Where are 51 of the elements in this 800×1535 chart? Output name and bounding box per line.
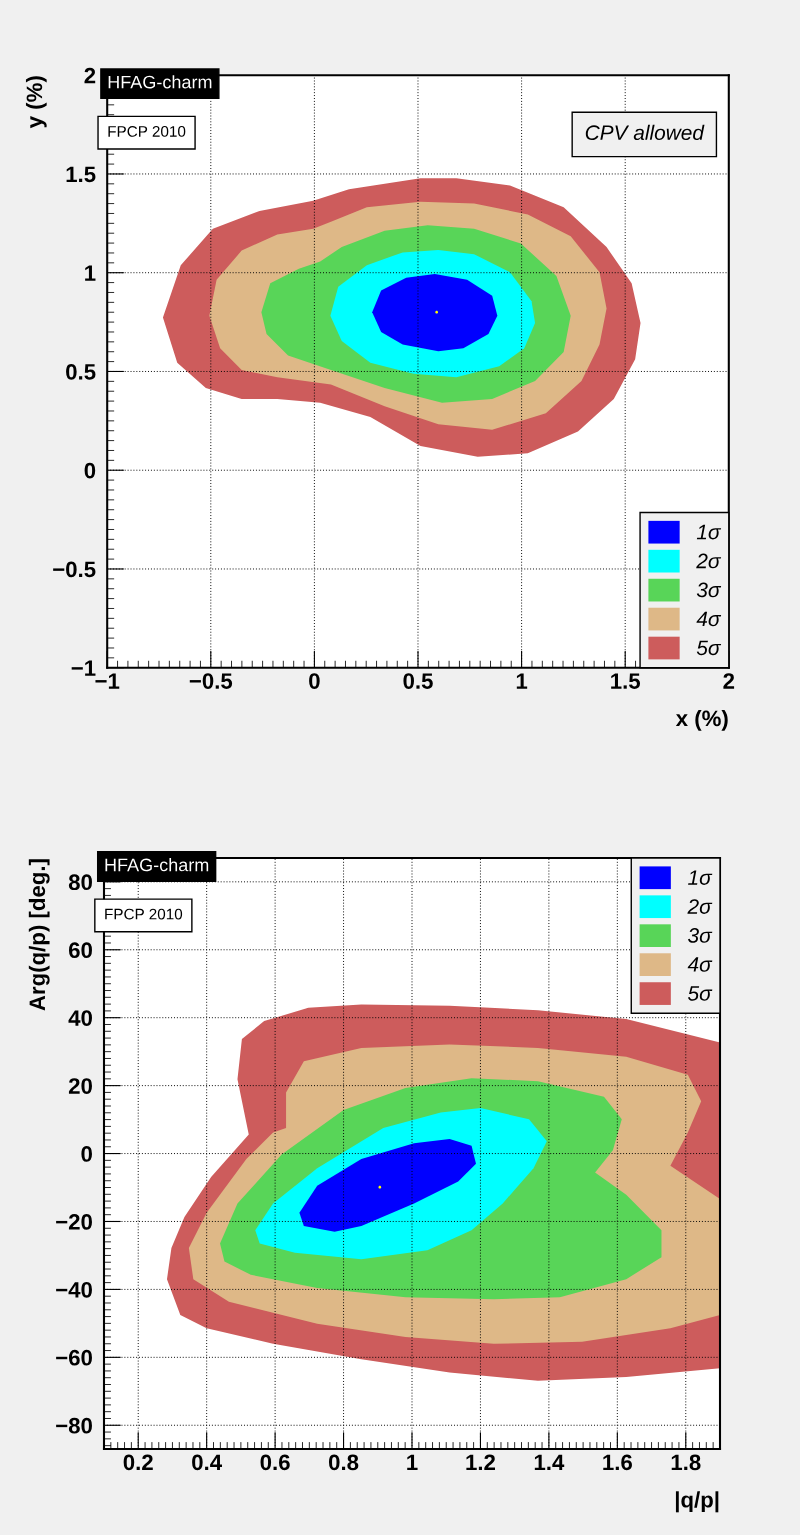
- x-tick-label: 0.6: [260, 1454, 290, 1471]
- annotation: HFAG-charm: [105, 858, 209, 872]
- x-axis-title: x (%): [675, 709, 728, 731]
- x-tick-label: −0.5: [189, 673, 233, 689]
- legend-label: 3σ: [696, 582, 722, 598]
- y-tick-label: 0.5: [66, 364, 96, 380]
- annotation: HFAG-charm: [108, 75, 212, 89]
- y-tick-label: 1: [85, 265, 96, 281]
- y-tick-label: 80: [68, 874, 92, 891]
- legend-label: 3σ: [688, 928, 713, 943]
- x-tick-label: 1.2: [466, 1454, 495, 1471]
- y-tick-label: 0: [81, 1146, 92, 1162]
- y-tick-label: −60: [56, 1349, 92, 1366]
- x-tick-label: −1: [95, 673, 120, 689]
- annotation: CPV allowed: [585, 124, 705, 141]
- legend-label: 4σ: [696, 611, 722, 627]
- x-tick-label: 1.8: [671, 1454, 701, 1471]
- x-tick-label: 1.6: [603, 1454, 632, 1471]
- legend-label: 5σ: [696, 640, 722, 656]
- y-axis-title: Arg(q/p) [deg.]: [28, 859, 50, 1011]
- legend-label: 1σ: [696, 524, 722, 540]
- y-tick-label: −20: [56, 1214, 92, 1230]
- x-tick-label: 0.8: [328, 1454, 359, 1471]
- y-tick-label: 0: [84, 462, 96, 479]
- legend-label: 2σ: [687, 899, 713, 914]
- y-tick-label: 2: [84, 67, 96, 84]
- x-tick-label: 1.5: [611, 673, 641, 689]
- x-tick-label: 1: [516, 673, 528, 689]
- annotation: FPCP 2010: [105, 908, 183, 920]
- x-tick-label: 0: [309, 673, 320, 689]
- legend-label: 2σ: [696, 553, 722, 569]
- legend-label: 1σ: [688, 870, 713, 885]
- x-tick-label: 1: [407, 1454, 418, 1471]
- legend-label: 5σ: [687, 986, 713, 1001]
- y-tick-label: 60: [68, 942, 92, 959]
- y-tick-label: −80: [56, 1417, 92, 1434]
- y-tick-label: −40: [56, 1281, 92, 1298]
- x-tick-label: 0.4: [192, 1454, 222, 1471]
- y-tick-label: −0.5: [53, 561, 96, 578]
- x-axis-title: |q/p|: [675, 1491, 719, 1513]
- x-tick-label: 2: [723, 673, 735, 689]
- x-tick-label: 0.5: [403, 673, 433, 689]
- y-tick-label: 20: [68, 1078, 92, 1094]
- y-axis-title: y (%): [25, 76, 47, 129]
- y-tick-label: 40: [68, 1010, 92, 1026]
- x-tick-label: 0.2: [123, 1454, 153, 1471]
- annotation: FPCP 2010: [108, 125, 186, 137]
- y-tick-label: −1: [71, 660, 96, 676]
- x-tick-label: 1.4: [534, 1454, 565, 1471]
- legend-label: 4σ: [687, 957, 713, 972]
- y-tick-label: 1.5: [66, 166, 96, 183]
